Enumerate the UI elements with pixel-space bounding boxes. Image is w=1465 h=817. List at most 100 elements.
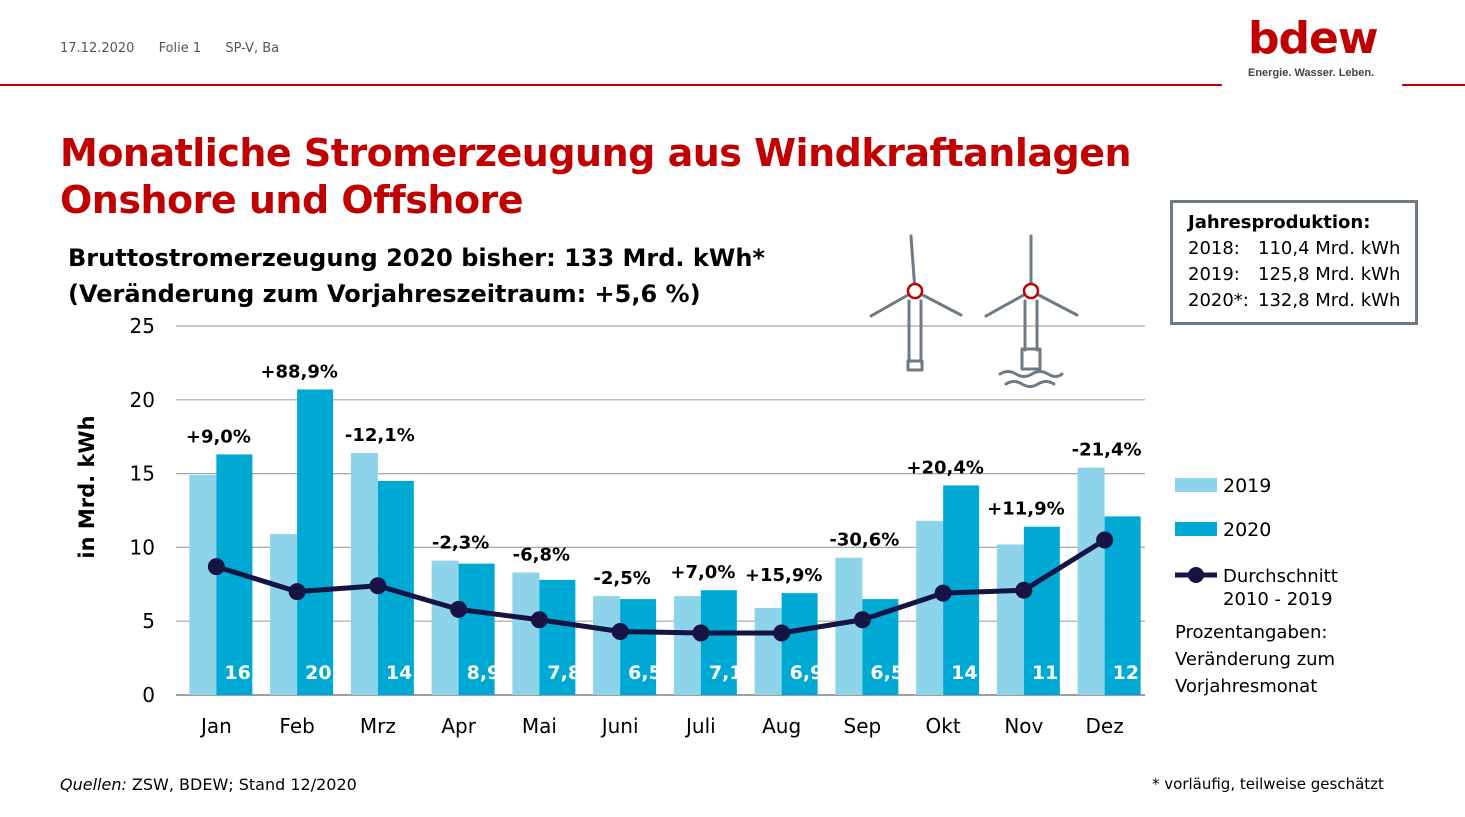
average-line: [215, 537, 1106, 636]
logo-tagline: Energie. Wasser. Leben.: [1248, 67, 1375, 79]
bar-2020-value-label: 14,5: [386, 662, 433, 684]
y-tick-label: 5: [142, 609, 155, 633]
legend-note-line: Veränderung zum: [1175, 649, 1335, 670]
average-point: [450, 600, 468, 618]
x-tick-label: Feb: [279, 714, 314, 738]
bar-2020: [1104, 516, 1141, 695]
average-point: [934, 584, 952, 602]
change-label: +88,9%: [260, 361, 338, 382]
change-label: -2,3%: [432, 533, 489, 554]
bar-2020: [458, 563, 495, 695]
bar-2020-value-label: 6,5: [870, 662, 904, 684]
bdew-logo: bdew Energie. Wasser. Leben.: [1248, 13, 1388, 80]
average-point: [611, 623, 629, 641]
logo-word: bdew: [1248, 13, 1378, 64]
annual-production-box: Jahresproduktion: 2018: 110,4 Mrd. kWh 2…: [1170, 200, 1418, 325]
bar-2019: [673, 596, 701, 695]
legend-label-2020: 2020: [1223, 519, 1271, 541]
bar-2020-value-label: 7,1: [709, 662, 743, 684]
average-point: [369, 577, 387, 595]
line-layer: [207, 531, 1114, 642]
bar-2019: [350, 452, 378, 695]
row-year: 2018:: [1188, 238, 1240, 259]
bar-2020: [781, 593, 818, 695]
change-label: +15,9%: [745, 565, 823, 586]
bar-2020: [620, 599, 657, 695]
bar-2020: [700, 590, 737, 695]
bar-2019: [754, 607, 782, 695]
change-label: +20,4%: [906, 457, 984, 478]
x-tick-label: Apr: [441, 714, 476, 738]
legend-note-line: Vorjahresmonat: [1175, 676, 1317, 697]
source-text: ZSW, BDEW; Stand 12/2020: [126, 775, 357, 794]
x-tick-label: Juni: [600, 714, 639, 738]
annual-production-row: 2020*: 132,8 Mrd. kWh: [1188, 288, 1415, 314]
change-label: +7,0%: [670, 562, 735, 583]
bar-2019: [916, 520, 944, 695]
bar-2020: [297, 389, 334, 695]
legend-swatch-2020: [1175, 522, 1217, 536]
annual-production-row: 2018: 110,4 Mrd. kWh: [1188, 236, 1415, 262]
change-label: -21,4%: [1072, 440, 1142, 461]
row-value: 110,4 Mrd. kWh: [1258, 238, 1401, 259]
onshore-wind-turbine-icon: [869, 234, 963, 372]
y-axis-title: in Mrd. kWh: [75, 415, 99, 558]
change-label: +11,9%: [987, 499, 1065, 520]
x-tick-label: Juli: [684, 714, 716, 738]
grid-layer: [176, 325, 1145, 696]
x-tick-label: Mai: [522, 714, 557, 738]
y-tick-label: 25: [130, 314, 155, 338]
header-meta: 17.12.2020 Folie 1 SP-V, Ba: [60, 41, 299, 56]
row-year: 2020*:: [1188, 290, 1249, 311]
y-tick-label: 15: [130, 462, 155, 486]
annual-production-title: Jahresproduktion:: [1188, 212, 1371, 233]
source-note: Quellen: ZSW, BDEW; Stand 12/2020: [60, 775, 357, 794]
x-tick-label: Mrz: [360, 714, 396, 738]
header-author: SP-V, Ba: [225, 41, 280, 56]
bar-2020-value-label: 16,3: [224, 662, 271, 684]
bar-2020-value-label: 20,7: [305, 662, 352, 684]
average-point: [773, 624, 791, 642]
bar-2019: [270, 534, 298, 695]
y-tick-label: 20: [130, 388, 155, 412]
bar-2020-value-label: 8,9: [467, 662, 501, 684]
source-label: Quellen:: [60, 775, 127, 794]
average-point: [853, 611, 871, 629]
change-label: +9,0%: [186, 426, 251, 447]
bar-2020-value-label: 12,1: [1113, 662, 1160, 684]
subtitle-line-2: (Veränderung zum Vorjahreszeitraum: +5,6…: [68, 280, 701, 308]
average-point: [692, 624, 710, 642]
subtitle-line-1: Bruttostromerzeugung 2020 bisher: 133 Mr…: [68, 244, 765, 272]
bar-2019: [593, 596, 621, 695]
axis-layer: 0 5 10 15 20 25 Jan Feb Mrz Apr Mai Juni Juli Aug Sep O…: [130, 314, 1124, 738]
change-label: -2,5%: [593, 568, 650, 589]
change-label: -30,6%: [829, 530, 899, 551]
page-title: Monatliche Stromerzeugung aus Windkrafta…: [60, 130, 1132, 224]
bar-2020-value-label: 14,2: [951, 662, 998, 684]
change-label: -6,8%: [513, 544, 570, 565]
bar-2019: [512, 572, 540, 695]
title-line-1: Monatliche Stromerzeugung aus Windkrafta…: [60, 131, 1132, 175]
x-tick-label: Dez: [1086, 714, 1124, 738]
bar-2019: [996, 544, 1024, 695]
x-tick-label: Jan: [199, 714, 232, 738]
footnote: * vorläufig, teilweise geschätzt: [1152, 775, 1384, 793]
x-tick-label: Okt: [926, 714, 961, 738]
bar-layer: [189, 389, 1141, 695]
legend-label-average: Durchschnitt: [1223, 566, 1338, 587]
average-point: [288, 583, 306, 601]
change-label: -12,1%: [345, 425, 415, 446]
subtitle: Bruttostromerzeugung 2020 bisher: 133 Mr…: [68, 240, 765, 312]
average-point: [530, 611, 548, 629]
legend-point-average: [1188, 567, 1204, 583]
bar-2019: [431, 560, 459, 695]
x-tick-label: Aug: [762, 714, 801, 738]
label-layer: 16,3 +9,0% 20,7 +88,9% 14,5 -12,1% 8,9 -2,3% 7,8…: [186, 361, 1160, 684]
bar-2020-value-label: 7,8: [547, 662, 581, 684]
bar-2019: [1077, 467, 1105, 695]
header-slide: Folie 1: [158, 41, 202, 56]
legend-label-average-period: 2010 - 2019: [1223, 589, 1333, 610]
header-date: 17.12.2020: [60, 41, 135, 56]
header-rule: [0, 84, 1222, 86]
